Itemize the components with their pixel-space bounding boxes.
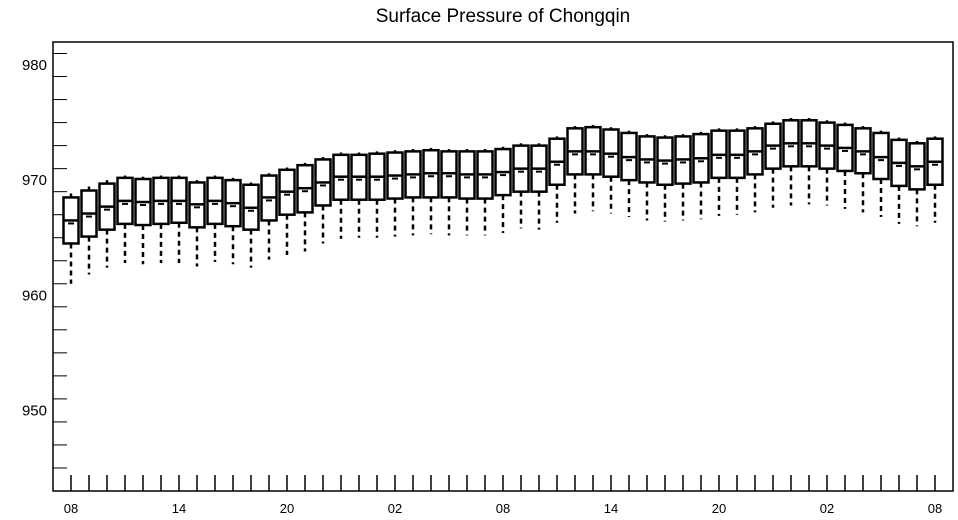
box-item	[386, 150, 404, 237]
y-tick-label: 950	[22, 402, 47, 419]
box-item	[746, 126, 764, 213]
y-tick-label: 960	[22, 287, 47, 304]
box-item	[242, 182, 260, 268]
box-item	[602, 127, 620, 214]
box-item	[98, 180, 116, 268]
box-item	[908, 141, 926, 227]
box-item	[152, 175, 170, 264]
box-item	[80, 185, 98, 275]
x-tick-label: 20	[712, 501, 726, 516]
box-item	[170, 175, 188, 264]
box-item	[836, 122, 854, 209]
box-item	[638, 134, 656, 221]
box-item	[674, 134, 692, 221]
box-item	[224, 177, 242, 265]
box-item	[206, 175, 224, 262]
box-item	[782, 117, 800, 206]
x-tick-label: 02	[820, 501, 834, 516]
box-item	[584, 124, 602, 212]
box-item	[512, 143, 530, 229]
box-item	[314, 157, 332, 244]
box-item	[296, 162, 314, 252]
box-item	[728, 128, 746, 215]
box-item	[350, 152, 368, 238]
box-item	[494, 146, 512, 234]
box-item	[116, 175, 134, 264]
box-item	[476, 149, 494, 236]
box-item	[62, 191, 80, 284]
box-item	[422, 147, 440, 235]
box-item	[530, 143, 548, 230]
box-item	[404, 149, 422, 236]
y-tick-label: 970	[22, 172, 47, 189]
y-axis: 950 960 970 980	[22, 53, 67, 492]
box-item	[260, 173, 278, 260]
x-tick-label: 08	[64, 501, 78, 516]
box-item	[332, 152, 350, 239]
box-item	[620, 130, 638, 217]
box-series	[62, 117, 944, 284]
box-item	[764, 121, 782, 208]
chart-title: Surface Pressure of Chongqin	[376, 6, 631, 27]
box-item	[818, 120, 836, 206]
box-item	[440, 149, 458, 236]
box-item	[134, 176, 152, 265]
box-item	[890, 137, 908, 224]
x-tick-label: 14	[172, 501, 186, 516]
box-item	[710, 128, 728, 216]
y-tick-label: 980	[22, 57, 47, 74]
x-tick-label: 14	[604, 501, 618, 516]
x-axis: 08 14 20 02 08 14 20 02 08	[64, 475, 942, 516]
box-item	[656, 135, 674, 222]
box-item	[926, 136, 944, 223]
box-item	[854, 126, 872, 213]
box-item	[692, 131, 710, 220]
plot-frame	[52, 41, 954, 492]
x-tick-label: 02	[388, 501, 402, 516]
x-tick-label: 20	[280, 501, 294, 516]
box-item	[548, 136, 566, 223]
box-item	[800, 117, 818, 205]
box-item	[566, 126, 584, 214]
x-tick-label: 08	[928, 501, 942, 516]
box-item	[458, 149, 476, 236]
box-item	[872, 130, 890, 217]
box-item	[188, 180, 206, 267]
box-item	[368, 151, 386, 238]
box-item	[278, 167, 296, 255]
x-tick-label: 08	[496, 501, 510, 516]
